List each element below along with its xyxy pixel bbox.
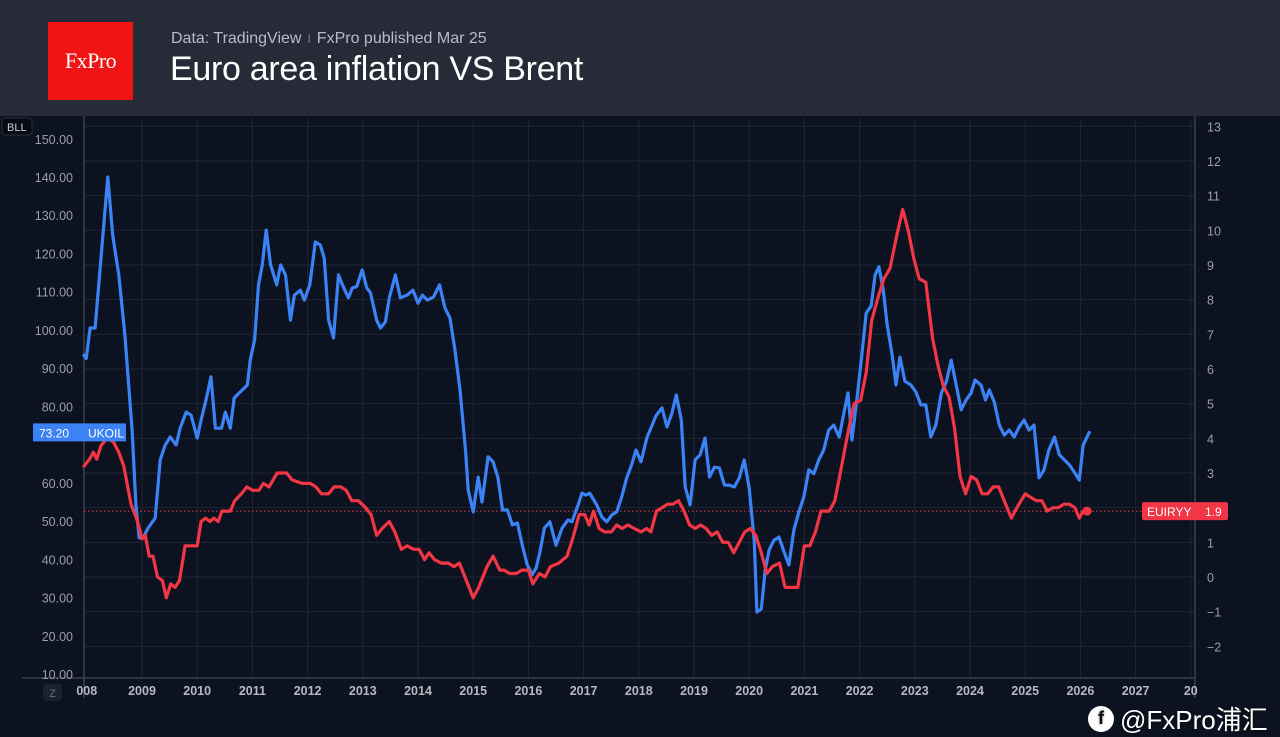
x-tick-label: 2009 xyxy=(128,684,156,698)
right-tick-label: 5 xyxy=(1207,398,1214,412)
right-tick-label: 3 xyxy=(1207,467,1214,481)
watermark: f @FxPro浦汇 xyxy=(1088,700,1268,737)
euiryy-price-label: EUIRYY 1.9 xyxy=(1142,502,1228,521)
left-tick-label: 40.00 xyxy=(42,553,73,567)
x-tick-label: 008 xyxy=(76,684,97,698)
x-tick-label: 20 xyxy=(1184,684,1198,698)
x-tick-label: 2023 xyxy=(901,684,929,698)
ukoil-label-bg xyxy=(33,423,126,442)
x-tick-label: 2017 xyxy=(570,684,598,698)
right-axis: 131211109876543210−1−2 xyxy=(1207,120,1221,654)
x-tick-label: 2025 xyxy=(1011,684,1039,698)
x-tick-label: 2021 xyxy=(790,684,818,698)
left-tick-label: 80.00 xyxy=(42,400,73,414)
x-tick-label: 2024 xyxy=(956,684,984,698)
fxpro-logo: FxPro xyxy=(48,22,133,100)
ukoil-price-label: 73.20 UKOIL xyxy=(33,423,126,442)
euiryy-label-name: EUIRYY xyxy=(1147,505,1191,519)
left-tick-label: 110.00 xyxy=(36,286,73,300)
right-tick-label: 12 xyxy=(1207,155,1221,169)
left-tick-label: 100.00 xyxy=(35,324,73,338)
euiryy-label-value: 1.9 xyxy=(1205,505,1222,519)
series-last-point-euiryy xyxy=(1082,506,1092,516)
x-tick-label: 2010 xyxy=(183,684,211,698)
page-title: Euro area inflation VS Brent xyxy=(170,50,584,88)
x-tick-label: 2026 xyxy=(1066,684,1094,698)
right-tick-label: 1 xyxy=(1207,536,1214,550)
x-axis: 008 2009 2010 2011 2012 2013 2014 2015 2016 2017 2… xyxy=(43,684,1198,701)
left-tick-label: 130.00 xyxy=(35,209,73,223)
logo-text: FxPro xyxy=(64,48,117,73)
x-tick-label: 2018 xyxy=(625,684,653,698)
left-tick-label: 90.00 xyxy=(42,362,73,376)
x-tick-label: 2016 xyxy=(514,684,542,698)
left-tick-label: 10.00 xyxy=(42,668,73,682)
left-tick-label: 60.00 xyxy=(42,477,73,491)
left-tick-label: 20.00 xyxy=(42,630,73,644)
right-tick-label: −1 xyxy=(1207,606,1221,620)
right-tick-label: 10 xyxy=(1207,224,1221,238)
right-tick-label: 0 xyxy=(1207,571,1214,585)
grid xyxy=(22,116,1196,698)
right-tick-label: 7 xyxy=(1207,328,1214,342)
right-tick-label: 8 xyxy=(1207,294,1214,308)
axis-tag-label: BLL xyxy=(7,122,27,134)
zoom-button[interactable]: Z xyxy=(43,684,62,701)
ukoil-label-name: UKOIL xyxy=(88,426,124,440)
header: FxPro Data: TradingView I FxPro published … xyxy=(0,0,1280,116)
subtitle: Data: TradingView I FxPro published Mar 25 xyxy=(171,30,487,48)
x-tick-label: 2022 xyxy=(846,684,874,698)
labels-layer: 73.20 UKOIL EUIRYY 1.9 xyxy=(33,423,1228,521)
series-layer xyxy=(82,175,1195,614)
x-tick-label: 2011 xyxy=(239,684,266,698)
series-line-euiryy xyxy=(82,207,1089,600)
axis-tag-bg xyxy=(1,117,33,136)
left-tick-label: 120.00 xyxy=(35,247,73,261)
x-tick-label: 2019 xyxy=(680,684,708,698)
x-tick-label: 2020 xyxy=(735,684,763,698)
x-tick-label: 2027 xyxy=(1122,684,1150,698)
right-tick-label: 11 xyxy=(1207,190,1220,204)
left-tick-label: 140.00 xyxy=(35,171,73,185)
zoom-button-label: Z xyxy=(49,688,56,700)
watermark-text: @FxPro浦汇 xyxy=(1120,705,1268,735)
published-date: FxPro published Mar 25 xyxy=(316,30,487,47)
social-logo-icon: f xyxy=(1088,705,1114,732)
ukoil-label-value: 73.20 xyxy=(39,426,69,440)
right-tick-label: 6 xyxy=(1207,363,1214,377)
right-tick-label: 4 xyxy=(1207,432,1214,446)
x-tick-label: 2014 xyxy=(404,684,432,698)
left-tick-label: 50.00 xyxy=(42,515,73,529)
euiryy-label-bg xyxy=(1142,502,1228,521)
series-line-ukoil xyxy=(82,175,1091,614)
right-tick-label: 9 xyxy=(1207,259,1214,273)
x-tick-label: 2015 xyxy=(459,684,487,698)
data-source: Data: TradingView xyxy=(171,30,302,47)
left-tick-label: 150.00 xyxy=(35,133,73,147)
chart-svg[interactable]: 150.00140.00130.00120.00110.00100.0090.0… xyxy=(0,116,1280,732)
right-tick-label: −2 xyxy=(1207,640,1221,654)
zoom-button-bg xyxy=(43,684,62,701)
right-tick-label: 13 xyxy=(1207,120,1221,134)
x-tick-label: 2013 xyxy=(349,684,377,698)
left-tick-label: 30.00 xyxy=(42,592,73,606)
separator: I xyxy=(307,32,311,46)
x-tick-label: 2012 xyxy=(294,684,322,698)
axis-tag-bll: BLL xyxy=(1,117,33,136)
chart-area[interactable]: 150.00 140.00 130.00 120.00 110.00 100.00 90.0… xyxy=(0,116,1280,732)
left-axis: 150.00 140.00 130.00 120.00 110.00 100.00 90.0… xyxy=(1,117,73,682)
